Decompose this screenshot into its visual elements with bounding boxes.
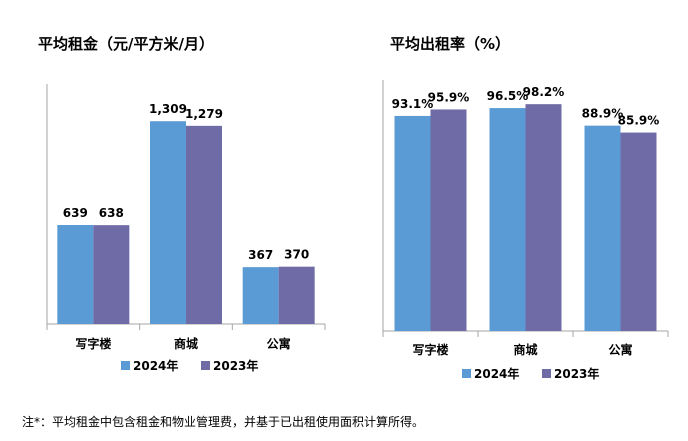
data-label: 638 [99,206,124,220]
bar-2023-2 [620,132,657,331]
data-label: 1,279 [185,107,223,121]
legend-swatch [201,361,210,370]
legend-label: 2023年 [213,358,258,373]
bar-2023-0 [93,225,130,324]
bar-2023-0 [430,109,467,331]
legend-swatch [462,369,471,378]
category-label: 商城 [174,336,198,351]
data-label: 639 [63,206,88,220]
category-label: 商城 [513,342,537,357]
category-label: 写字楼 [75,336,111,351]
data-label: 367 [248,248,273,262]
data-label: 95.9% [428,90,470,104]
category-label: 写字楼 [412,342,448,357]
data-label: 93.1% [392,97,434,111]
data-label: 370 [284,248,309,262]
category-label: 公寓 [608,342,632,357]
bar-2024-0 [394,115,431,332]
bar-2024-0 [57,225,94,324]
legend-swatch [542,369,551,378]
legend-label: 2023年 [554,366,599,381]
bar-2023-2 [278,266,315,324]
category-label: 公寓 [267,336,291,351]
bar-2023-1 [186,125,222,325]
bar-2024-1 [150,121,186,325]
data-label: 98.2% [523,85,565,99]
legend-label: 2024年 [474,366,519,381]
rent-chart-title: 平均租金（元/平方米/月） [38,35,214,53]
footnote: 注*：平均租金中包含租金和物业管理费，并基于已出租使用面积计算所得。 [22,415,425,429]
data-label: 88.9% [582,107,624,121]
legend-swatch [121,361,130,370]
bar-2024-2 [242,267,279,324]
bar-2023-1 [525,104,562,332]
bar-2024-1 [489,108,526,332]
bar-2024-2 [584,125,621,332]
data-label: 96.5% [487,89,529,103]
occupancy-chart-title: 平均出租率（%） [390,35,511,53]
legend-label: 2024年 [133,358,178,373]
data-label: 1,309 [149,102,187,116]
data-label: 85.9% [618,114,660,128]
